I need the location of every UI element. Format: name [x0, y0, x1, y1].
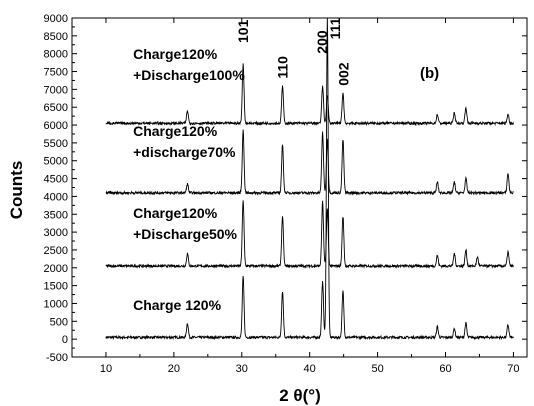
- peak-label: 111: [327, 17, 343, 39]
- xrd-trace-1: [105, 17, 514, 341]
- series-label: +Discharge100%: [133, 67, 245, 83]
- y-tick-label: 7000: [44, 84, 68, 96]
- labels: Charge 120% Charge120% +Discharge50% Charge…: [133, 17, 439, 313]
- series-label: Charge120%: [133, 46, 218, 62]
- x-tick-label: 20: [168, 363, 180, 375]
- y-tick-label: 0: [62, 334, 68, 346]
- x-tick-label: 60: [439, 363, 451, 375]
- y-tick-label: 8000: [44, 49, 68, 61]
- y-axis-title: Counts: [7, 161, 26, 220]
- y-tick-label: 5000: [44, 156, 68, 168]
- peak-label: 110: [275, 56, 291, 79]
- y-tick-label: 5500: [44, 138, 68, 150]
- x-tick-label: 10: [100, 363, 112, 375]
- y-tick-label: 1500: [44, 281, 68, 293]
- y-tick-label: 4500: [44, 174, 68, 186]
- y-tick-label: 3500: [44, 209, 68, 221]
- y-tick-label: 7500: [44, 67, 68, 79]
- series-label: Charge 120%: [133, 297, 221, 313]
- xrd-trace-2: [105, 200, 514, 269]
- peak-label: 200: [314, 30, 330, 54]
- y-tick-label: 1000: [44, 298, 68, 310]
- series-label: Charge120%: [133, 205, 218, 221]
- axes: -500 0 500 1000 1500 2000 2500 3000 3500 4000 4500…: [7, 13, 528, 405]
- xrd-trace-3: [105, 129, 514, 196]
- peak-label: 101: [235, 19, 251, 43]
- series-label: +discharge70%: [133, 144, 236, 160]
- y-tick-label: 6000: [44, 120, 68, 132]
- x-axis-title: 2 θ(°): [279, 386, 321, 405]
- peak-label: 002: [336, 62, 352, 86]
- y-tick-label: -500: [46, 352, 68, 364]
- y-tick-label: 2000: [44, 263, 68, 275]
- y-tick-label: 8500: [44, 31, 68, 43]
- x-tick-label: 30: [236, 363, 248, 375]
- panel-label: (b): [420, 65, 439, 82]
- xrd-trace-4: [105, 63, 514, 127]
- x-tick-label: 70: [507, 363, 519, 375]
- y-tick-label: 4000: [44, 191, 68, 203]
- x-tick-label: 50: [371, 363, 383, 375]
- x-tick-label: 40: [304, 363, 316, 375]
- traces: [105, 17, 514, 341]
- y-tick-label: 9000: [44, 13, 68, 25]
- series-label: +Discharge50%: [133, 226, 237, 242]
- y-tick-label: 6500: [44, 102, 68, 114]
- series-label: Charge120%: [133, 123, 218, 139]
- y-tick-label: 500: [50, 316, 68, 328]
- y-tick-label: 2500: [44, 245, 68, 257]
- y-tick-label: 3000: [44, 227, 68, 239]
